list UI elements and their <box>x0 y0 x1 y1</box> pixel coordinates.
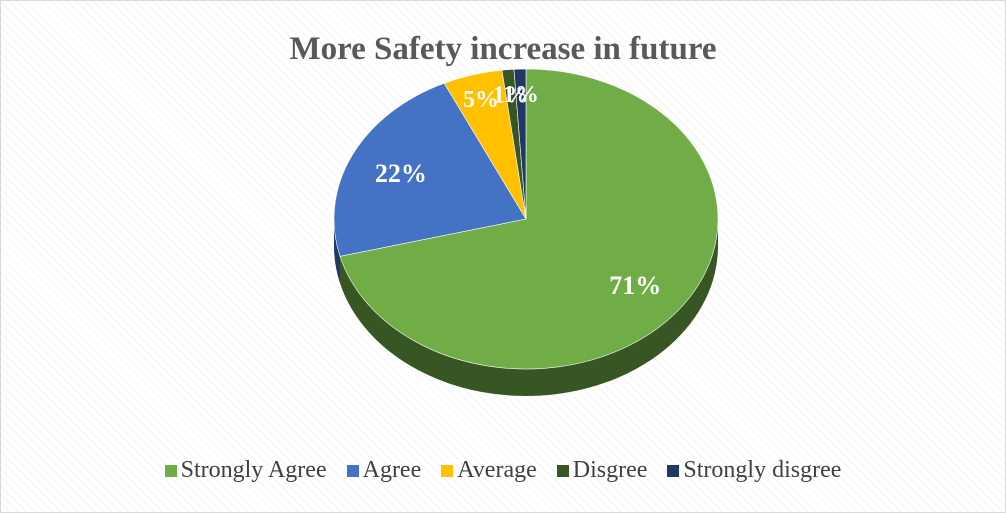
legend-swatch <box>164 464 177 477</box>
legend-swatch <box>556 464 569 477</box>
data-label-disgree: 1% <box>493 83 529 109</box>
data-label-strongly-disgree: 1% <box>503 82 539 108</box>
legend-item-average: Average <box>441 457 537 484</box>
data-label-strongly-agree: 71% <box>609 271 661 300</box>
chart-legend: Strongly Agree Agree Average Disgree Strongl… <box>1 457 1005 484</box>
legend-swatch <box>441 464 454 477</box>
chart-title: More Safety increase in future <box>289 31 717 67</box>
legend-label: Strongly Agree <box>180 457 327 483</box>
pie-slice-agree <box>333 82 527 257</box>
legend-item-disgree: Disgree <box>556 457 648 484</box>
data-label-agree: 22% <box>375 159 427 188</box>
legend-label: Strongly disgree <box>683 457 842 483</box>
legend-item-strongly-disgree: Strongly disgree <box>667 457 841 484</box>
legend-swatch <box>667 464 680 477</box>
legend-swatch <box>346 464 359 477</box>
legend-item-agree: Agree <box>346 457 422 484</box>
legend-label: Disgree <box>572 457 648 483</box>
data-label-average: 5% <box>463 87 499 113</box>
legend-label: Average <box>457 457 537 483</box>
legend-item-strongly-agree: Strongly Agree <box>164 457 327 484</box>
pie-slice-strongly-disgree <box>513 68 527 220</box>
pie-slice-strongly-agree <box>339 68 719 370</box>
legend-label: Agree <box>362 457 422 483</box>
pie-side-agree <box>334 219 341 284</box>
pie-side-strongly-agree <box>340 219 718 396</box>
